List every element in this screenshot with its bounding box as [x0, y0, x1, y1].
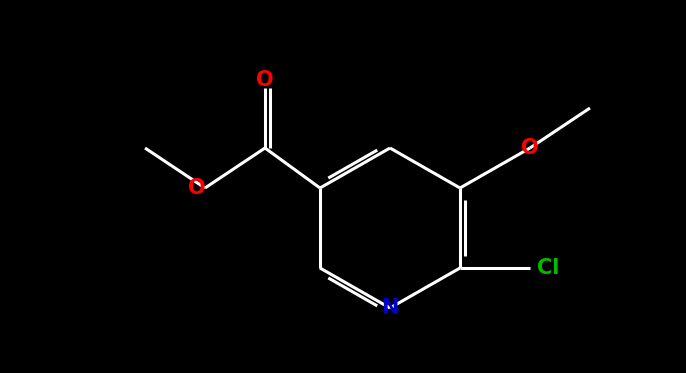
Text: O: O — [256, 70, 274, 90]
Text: O: O — [188, 178, 206, 198]
Text: O: O — [521, 138, 539, 158]
Text: N: N — [381, 298, 399, 318]
Text: Cl: Cl — [537, 258, 559, 278]
